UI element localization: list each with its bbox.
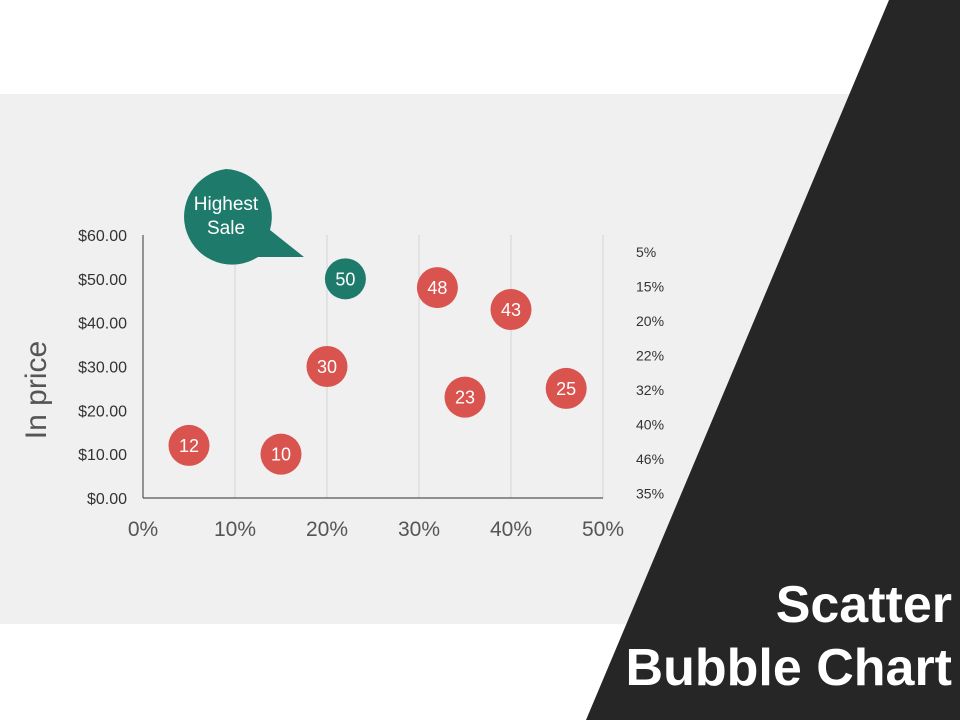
x-tick-labels: 0% 10% 20% 30% 40% 50%	[128, 518, 624, 541]
right-label: 46%	[636, 451, 664, 467]
dark-panel-shape	[586, 0, 960, 720]
x-tick-label: 40%	[490, 518, 532, 541]
bubble-label: 30	[317, 357, 337, 377]
right-label: 40%	[636, 417, 664, 433]
x-tick-label: 30%	[398, 518, 440, 541]
bubble-label: 25	[556, 379, 576, 399]
bubble	[444, 376, 486, 418]
y-tick-label: $50.00	[78, 272, 127, 289]
y-tick-label: $0.00	[87, 491, 127, 508]
callout-text-line2: Sale	[207, 218, 245, 239]
bubble	[416, 267, 458, 309]
x-tick-label: 10%	[214, 518, 256, 541]
y-tick-label: $40.00	[78, 316, 127, 333]
x-tick-label: 0%	[128, 518, 158, 541]
axes	[142, 235, 603, 499]
bubble-label: 12	[179, 436, 199, 456]
x-tick-label: 50%	[582, 518, 624, 541]
bubble	[306, 346, 348, 387]
bubble-label: 50	[335, 269, 355, 289]
bubbles: 12 10 30 50 48 23 43 25	[168, 258, 587, 475]
right-label: 32%	[636, 382, 664, 398]
bubble-label: 23	[455, 388, 475, 408]
bubble	[260, 433, 302, 475]
highest-sale-callout: Highest Sale	[184, 169, 304, 265]
callout-text-line1: Highest	[194, 194, 259, 215]
callout-bubble	[184, 169, 304, 265]
bubble	[545, 367, 587, 409]
highlight-bubble	[324, 258, 366, 300]
bubble-label: 10	[271, 445, 291, 465]
slide-title: Scatter Bubble Chart	[532, 574, 952, 700]
y-tick-label: $60.00	[78, 228, 127, 245]
x-tick-label: 20%	[306, 518, 348, 541]
right-label: 35%	[636, 486, 664, 502]
bubble-label: 48	[427, 278, 447, 298]
bubble	[490, 289, 532, 331]
right-label: 20%	[636, 313, 664, 329]
y-tick-label: $20.00	[78, 403, 127, 420]
bubble	[168, 424, 210, 466]
y-tick-label: $10.00	[78, 447, 127, 464]
title-line-1: Scatter	[775, 576, 952, 634]
y-tick-labels: $0.00 $10.00 $20.00 $30.00 $40.00 $50.00 $60.0…	[78, 228, 127, 508]
y-axis-label: In price	[20, 341, 53, 439]
y-tick-label: $30.00	[78, 360, 127, 377]
right-label: 15%	[636, 279, 664, 295]
title-line-2: Bubble Chart	[625, 639, 952, 697]
right-side-labels: 5% 15% 20% 22% 32% 40% 46% 35%	[636, 244, 664, 502]
right-label: 5%	[636, 244, 656, 260]
bubble-label: 43	[501, 300, 521, 320]
right-label: 22%	[636, 348, 664, 364]
